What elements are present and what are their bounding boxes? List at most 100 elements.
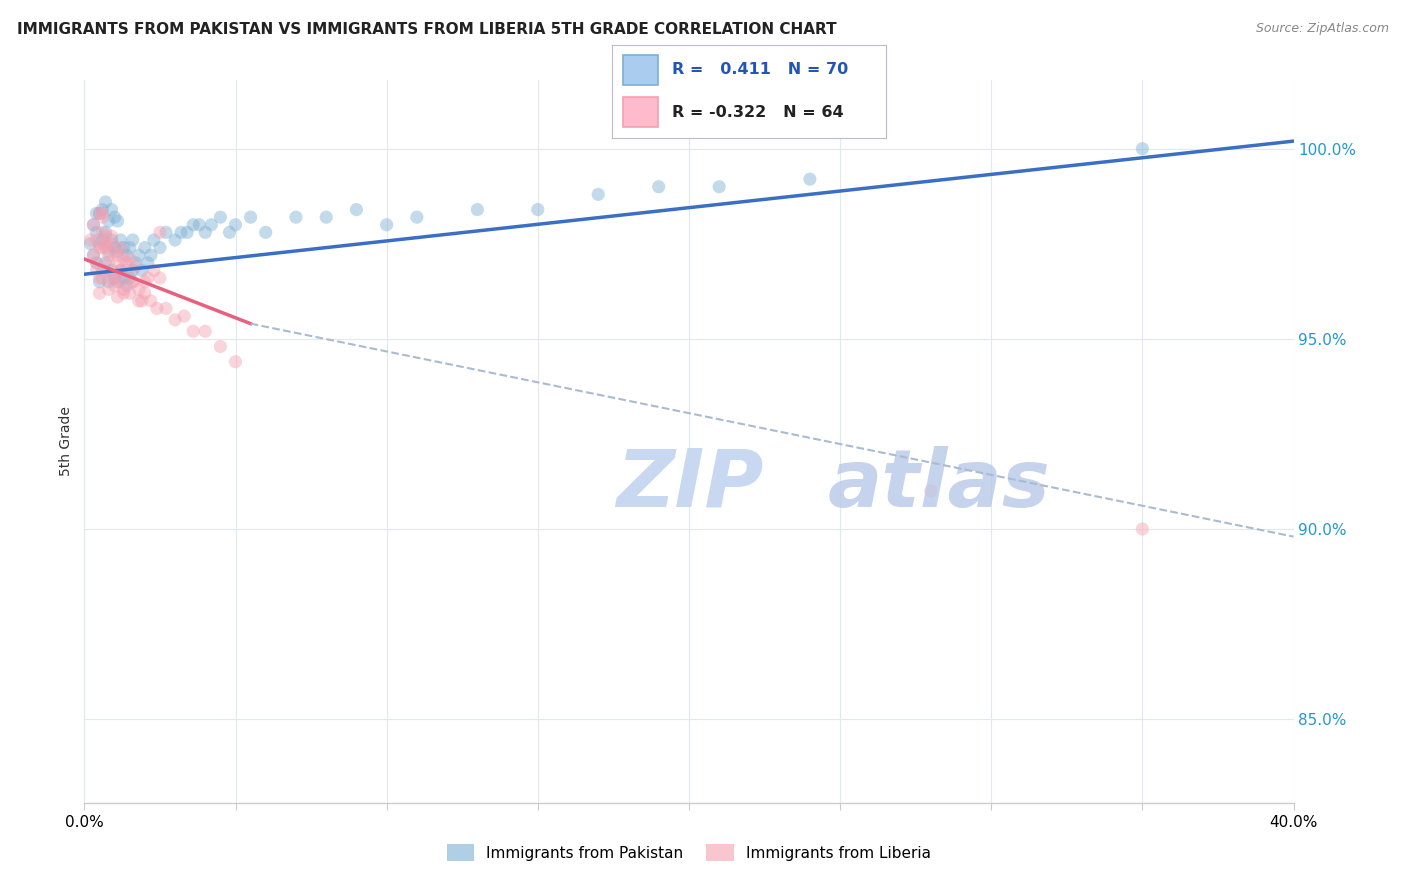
Point <box>118 271 141 285</box>
Point <box>86 233 108 247</box>
Point <box>100 229 122 244</box>
Point <box>97 282 120 296</box>
Point <box>100 202 122 217</box>
Point <box>115 263 138 277</box>
Point <box>112 286 135 301</box>
Point <box>375 218 398 232</box>
Point <box>89 241 111 255</box>
Point <box>194 324 217 338</box>
Point <box>110 233 132 247</box>
Point <box>97 256 120 270</box>
Point <box>131 263 153 277</box>
Point <box>920 483 942 498</box>
Point <box>254 226 277 240</box>
Y-axis label: 5th Grade: 5th Grade <box>59 407 73 476</box>
Point <box>467 202 489 217</box>
Point <box>86 256 108 270</box>
Point <box>89 236 111 251</box>
Point <box>1130 142 1153 156</box>
Point <box>91 233 114 247</box>
Point <box>89 275 111 289</box>
Point <box>104 271 127 285</box>
Point <box>94 263 117 277</box>
Point <box>94 194 117 209</box>
Text: atlas: atlas <box>828 446 1050 524</box>
Point <box>165 313 187 327</box>
Point <box>121 233 143 247</box>
Point <box>94 241 117 255</box>
Point <box>136 271 159 285</box>
Point <box>94 256 117 270</box>
Point <box>115 256 138 270</box>
Point <box>142 263 165 277</box>
Point <box>225 218 247 232</box>
Point <box>406 210 429 224</box>
Point <box>139 248 162 262</box>
Legend: Immigrants from Pakistan, Immigrants from Liberia: Immigrants from Pakistan, Immigrants fro… <box>440 838 938 867</box>
Point <box>118 286 141 301</box>
Point <box>100 236 122 251</box>
Point <box>91 263 114 277</box>
Point <box>91 241 114 255</box>
Point <box>94 226 117 240</box>
Point <box>225 354 247 368</box>
Point <box>648 179 671 194</box>
Point <box>134 275 156 289</box>
Point <box>110 241 132 255</box>
Point <box>799 172 821 186</box>
Point <box>155 301 177 316</box>
Point <box>82 248 104 262</box>
Point <box>139 293 162 308</box>
Point <box>91 271 114 285</box>
Point <box>107 244 129 259</box>
Text: R = -0.322   N = 64: R = -0.322 N = 64 <box>672 104 844 120</box>
Point <box>110 263 132 277</box>
Point <box>110 275 132 289</box>
Point <box>91 226 114 240</box>
Point <box>112 241 135 255</box>
Point <box>170 226 193 240</box>
Point <box>588 187 610 202</box>
Point <box>194 226 217 240</box>
Point <box>285 210 308 224</box>
Point <box>200 218 222 232</box>
Point <box>104 278 127 293</box>
Point <box>142 233 165 247</box>
Point <box>107 256 129 270</box>
Text: Source: ZipAtlas.com: Source: ZipAtlas.com <box>1256 22 1389 36</box>
Point <box>173 309 195 323</box>
Point <box>128 293 150 308</box>
Point <box>97 244 120 259</box>
Point <box>121 263 143 277</box>
Point <box>128 282 150 296</box>
Point <box>115 248 138 262</box>
Point <box>100 233 122 247</box>
Point <box>176 226 198 240</box>
Point <box>97 214 120 228</box>
Point <box>112 282 135 296</box>
Point <box>115 278 138 293</box>
Point <box>1130 522 1153 536</box>
Point <box>239 210 262 224</box>
Point <box>149 271 172 285</box>
Point <box>107 214 129 228</box>
Point <box>91 206 114 220</box>
Point <box>91 210 114 224</box>
Point <box>100 263 122 277</box>
Point <box>82 218 104 232</box>
Point <box>146 301 169 316</box>
Point <box>181 324 204 338</box>
Point <box>118 252 141 266</box>
Point <box>112 252 135 266</box>
Point <box>86 226 108 240</box>
Point <box>89 206 111 220</box>
Point <box>100 271 122 285</box>
Point <box>121 275 143 289</box>
Point <box>104 271 127 285</box>
Point <box>209 210 232 224</box>
Point <box>218 226 240 240</box>
Point <box>125 260 148 274</box>
Point <box>79 236 101 251</box>
Point <box>97 248 120 262</box>
Point <box>104 210 127 224</box>
